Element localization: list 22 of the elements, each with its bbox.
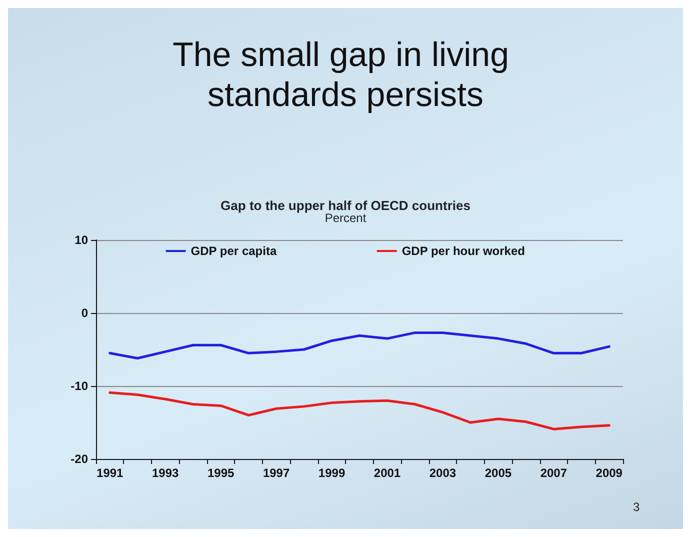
chart-subtitle: Gap to the upper half of OECD countries <box>220 198 470 213</box>
y-tick-label: -10 <box>70 379 88 393</box>
x-tick-label: 1993 <box>152 466 180 480</box>
x-tick-label: 2009 <box>596 466 623 480</box>
line-series <box>108 331 610 360</box>
y-tick-label: -20 <box>70 452 88 466</box>
legend-label: GDP per capita <box>190 244 277 258</box>
line-series <box>108 391 610 430</box>
x-tick-label: 1991 <box>96 466 124 480</box>
y-tick-label: 0 <box>81 306 88 320</box>
x-tick-label: 1997 <box>262 466 290 480</box>
x-tick-label: 2003 <box>429 466 456 480</box>
x-tick-label: 2005 <box>484 466 512 480</box>
text: 3 <box>633 500 640 514</box>
x-tick-label: 1999 <box>318 466 346 480</box>
text: Percent <box>324 211 367 225</box>
chart-title: The small gap in living standards persists <box>172 36 518 114</box>
x-tick-label: 2007 <box>540 466 568 480</box>
y-tick-label: 10 <box>74 233 88 247</box>
x-tick-label: 1995 <box>207 466 234 480</box>
legend-label: GDP per hour worked <box>402 244 525 258</box>
x-tick-label: 2001 <box>374 466 401 480</box>
